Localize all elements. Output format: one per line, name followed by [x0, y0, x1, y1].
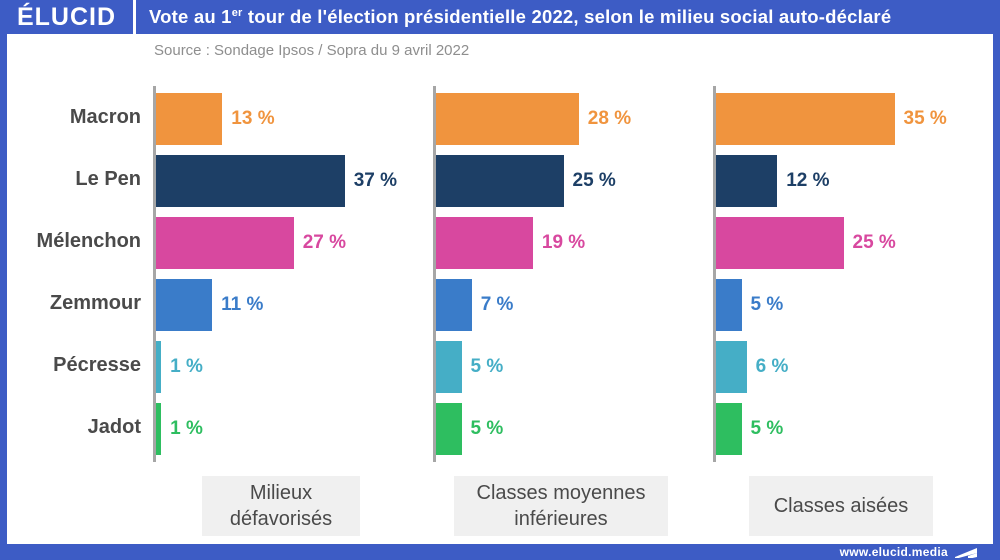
candidate-label: Mélenchon [36, 229, 141, 252]
site-url: www.elucid.media [839, 545, 948, 559]
bar-m-lenchon [716, 217, 844, 269]
candidate-label: Zemmour [49, 291, 141, 314]
title-prefix: Vote au 1 [149, 6, 232, 27]
category-spacer [7, 476, 153, 536]
bar-row: 28 % [436, 88, 689, 150]
bar-zemmour [156, 279, 213, 331]
value-label: 5 % [750, 418, 784, 439]
value-label: 19 % [541, 232, 586, 253]
candidate-row: Le Pen [7, 148, 141, 210]
bar-p-cresse [156, 341, 162, 393]
bar-row: 1 % [156, 398, 409, 460]
bar-row: 19 % [436, 212, 689, 274]
bar-p-cresse [436, 341, 462, 393]
title-suffix: tour de l'élection présidentielle 2022, … [242, 6, 892, 27]
bar-row: 13 % [156, 88, 409, 150]
candidate-label: Macron [69, 105, 141, 128]
bar-row: 5 % [436, 398, 689, 460]
candidate-label: Jadot [87, 415, 141, 438]
value-label: 13 % [231, 108, 275, 129]
source-text: Source : Sondage Ipsos / Sopra du 9 avri… [154, 42, 470, 59]
bar-row: 5 % [716, 274, 969, 336]
value-label: 25 % [572, 170, 616, 191]
candidate-row: Macron [7, 86, 141, 148]
category-labels-row: Milieux défavorisés Classes moyennes inf… [7, 476, 993, 536]
value-label: 5 % [750, 294, 784, 315]
bar-row: 5 % [716, 398, 969, 460]
bar-m-lenchon [436, 217, 533, 269]
bar-row: 37 % [156, 150, 409, 212]
bar-row: 6 % [716, 336, 969, 398]
category-label-milieux-defavorises: Milieux défavorisés [202, 476, 360, 536]
chart-panel-milieux-defavorises: 13 % 37 % 27 % 11 % 1 % 1 % [153, 86, 409, 462]
value-label: 11 % [221, 294, 264, 315]
chart-panel-classes-aisees: 35 % 12 % 25 % 5 % 6 % 5 % [713, 86, 969, 462]
bar-row: 25 % [716, 212, 969, 274]
bar-jadot [436, 403, 462, 455]
bar-row: 27 % [156, 212, 409, 274]
bar-zemmour [716, 279, 742, 331]
value-label: 27 % [302, 232, 346, 253]
candidate-label: Pécresse [53, 353, 141, 376]
flag-icon [954, 546, 978, 558]
bar-macron [716, 93, 895, 145]
bar-le-pen [716, 155, 778, 207]
candidate-row: Zemmour [7, 272, 141, 334]
category-cell-1: Milieux défavorisés [153, 476, 409, 536]
header-bar: ÉLUCID Vote au 1er tour de l'élection pr… [0, 0, 1000, 34]
bar-chart: Macron Le Pen Mélenchon Zemmour Pécresse Jado… [7, 86, 993, 462]
footer-bar: www.elucid.media [0, 544, 1000, 560]
value-label: 1 % [170, 418, 203, 439]
candidate-labels: Macron Le Pen Mélenchon Zemmour Pécresse Jado… [7, 86, 153, 462]
value-label: 5 % [470, 418, 504, 439]
chart-panel-classes-moyennes-inferieures: 28 % 25 % 19 % 7 % 5 % 5 % [433, 86, 689, 462]
bar-row: 7 % [436, 274, 689, 336]
bar-m-lenchon [156, 217, 294, 269]
content-frame: Source : Sondage Ipsos / Sopra du 9 avri… [0, 34, 1000, 545]
page-title: Vote au 1er tour de l'élection président… [136, 6, 891, 28]
category-label-classes-moyennes-inferieures: Classes moyennes inférieures [454, 476, 668, 536]
category-cell-3: Classes aisées [713, 476, 969, 536]
candidate-row: Jadot [7, 396, 141, 458]
elucid-logo: ÉLUCID [16, 3, 117, 31]
category-cell-2: Classes moyennes inférieures [433, 476, 689, 536]
bar-le-pen [156, 155, 345, 207]
value-label: 28 % [587, 108, 632, 129]
source-row: Source : Sondage Ipsos / Sopra du 9 avri… [7, 34, 993, 62]
value-label: 37 % [353, 170, 397, 191]
bar-macron [156, 93, 223, 145]
value-label: 5 % [470, 356, 504, 377]
bar-row: 5 % [436, 336, 689, 398]
bar-row: 35 % [716, 88, 969, 150]
bar-row: 25 % [436, 150, 689, 212]
candidate-row: Mélenchon [7, 210, 141, 272]
value-label: 35 % [903, 108, 947, 129]
bar-zemmour [436, 279, 472, 331]
bar-jadot [716, 403, 742, 455]
category-label-classes-aisees: Classes aisées [749, 476, 933, 536]
bar-le-pen [436, 155, 564, 207]
candidate-row: Pécresse [7, 334, 141, 396]
bar-macron [436, 93, 579, 145]
bar-row: 1 % [156, 336, 409, 398]
value-label: 6 % [755, 356, 789, 377]
value-label: 7 % [480, 294, 514, 315]
candidate-label: Le Pen [75, 167, 141, 190]
bar-jadot [156, 403, 162, 455]
header-separator [133, 0, 136, 34]
bar-row: 11 % [156, 274, 409, 336]
bar-p-cresse [716, 341, 747, 393]
value-label: 12 % [786, 170, 830, 191]
value-label: 25 % [852, 232, 896, 253]
bar-row: 12 % [716, 150, 969, 212]
title-superscript: er [231, 6, 243, 19]
value-label: 1 % [170, 356, 203, 377]
